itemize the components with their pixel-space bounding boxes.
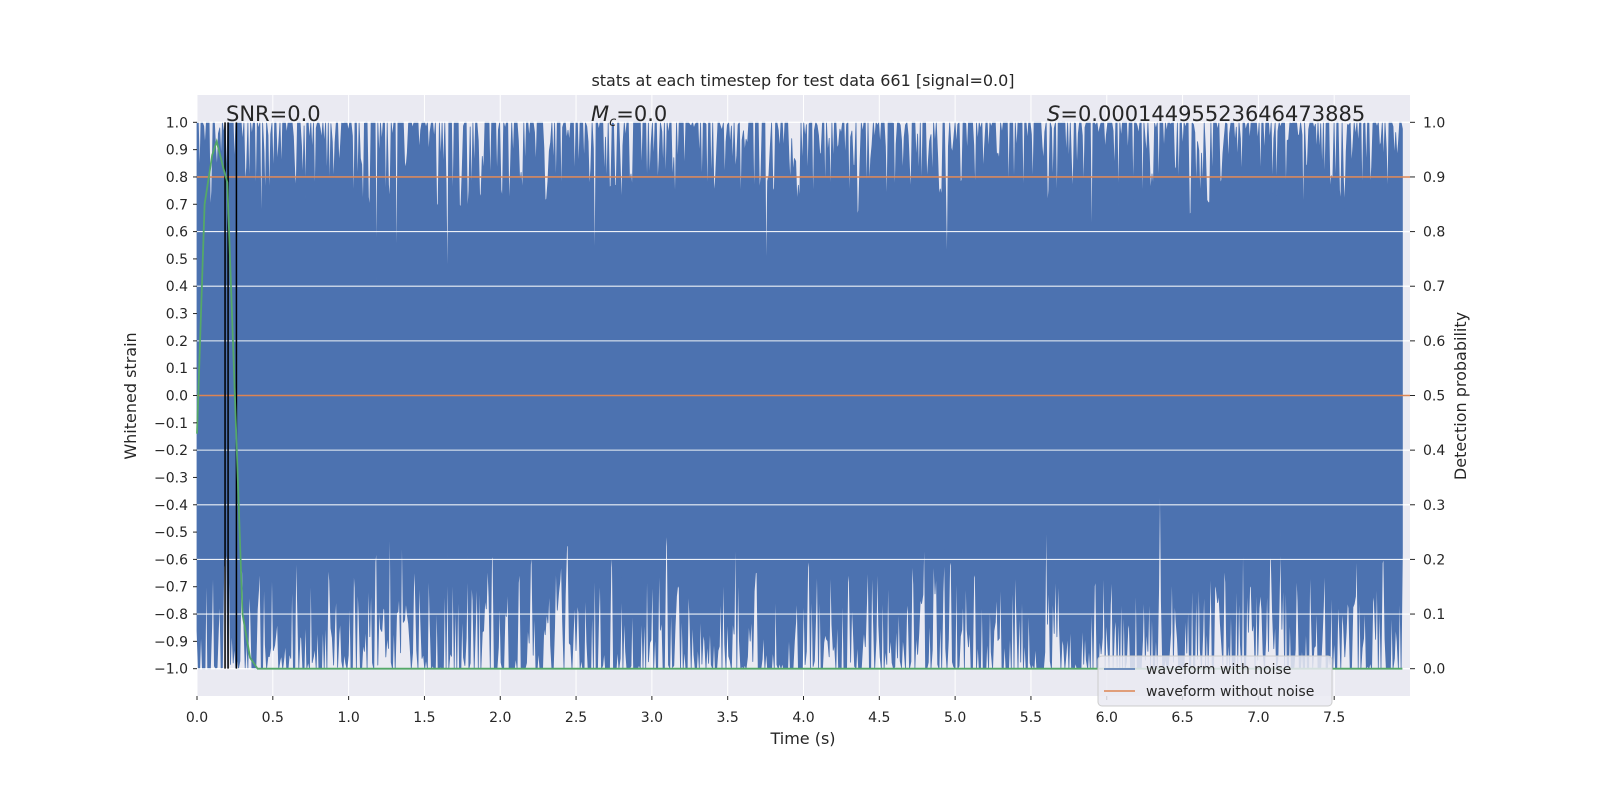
y-tick-label: −0.7 [154, 580, 188, 596]
y-tick-label: −0.2 [154, 443, 188, 459]
y-tick-label: 0.7 [166, 197, 188, 213]
y2-tick-label: 0.4 [1423, 443, 1445, 459]
legend: waveform with noise waveform without noi… [1097, 655, 1333, 707]
y-tick-label: 0.4 [166, 279, 188, 295]
y-tick-label: 0.0 [166, 389, 188, 405]
x-tick-label: 5.5 [1020, 710, 1042, 726]
tick-labels: 0.0 0.5 1.0 1.5 2.0 2.5 3.0 3.5 4.0 4.5 5.0 5.5 6.0 6… [154, 115, 1445, 726]
x-tick-label: 4.0 [792, 710, 814, 726]
x-tick-label: 0.5 [262, 710, 284, 726]
significance-symbol: S [1047, 102, 1060, 126]
x-tick-label: 3.0 [641, 710, 663, 726]
y2-tick-label: 0.0 [1423, 662, 1445, 678]
chirp-mass-annotation: Mc=0.0 [591, 102, 667, 130]
x-tick-label: 4.5 [868, 710, 890, 726]
x-tick-label: 3.5 [717, 710, 739, 726]
y2-tick-label: 1.0 [1423, 115, 1445, 131]
x-tick-label: 0.0 [186, 710, 208, 726]
series-detection-probability [196, 138, 1403, 670]
y-tick-label: 1.0 [166, 115, 188, 131]
x-axis-label: Time (s) [769, 729, 835, 748]
y-tick-label: 0.1 [166, 361, 188, 377]
y-tick-label: 0.3 [166, 307, 188, 323]
y2-axis-label: Detection probability [1451, 312, 1470, 480]
y2-tick-label: 0.6 [1423, 334, 1445, 350]
significance-value: =0.00014495523646473885 [1060, 102, 1365, 126]
chart-title: stats at each timestep for test data 661… [591, 71, 1014, 90]
x-tick-label: 7.5 [1323, 710, 1345, 726]
y2-tick-label: 0.9 [1423, 170, 1445, 186]
y2-tick-label: 0.1 [1423, 607, 1445, 623]
y-tick-label: 0.8 [166, 170, 188, 186]
x-tick-label: 6.5 [1171, 710, 1193, 726]
x-tick-label: 5.0 [944, 710, 966, 726]
significance-annotation: S=0.00014495523646473885 [1047, 102, 1365, 126]
y-tick-label: −0.6 [154, 552, 188, 568]
y-tick-label: −0.1 [154, 416, 188, 432]
x-tick-label: 7.0 [1247, 710, 1269, 726]
y-tick-label: 0.9 [166, 143, 188, 159]
y-tick-label: 0.6 [166, 225, 188, 241]
y-tick-label: −0.9 [154, 634, 188, 650]
y-tick-label: 0.2 [166, 334, 188, 350]
x-tick-label: 6.0 [1096, 710, 1118, 726]
y2-tick-label: 0.3 [1423, 498, 1445, 514]
x-tick-label: 1.0 [337, 710, 359, 726]
chirp-mass-value: =0.0 [616, 102, 667, 126]
legend-box [1097, 655, 1333, 707]
y-tick-label: −0.5 [154, 525, 188, 541]
y2-tick-label: 0.2 [1423, 552, 1445, 568]
y-tick-label: −0.8 [154, 607, 188, 623]
chirp-mass-symbol: M [591, 102, 609, 126]
y2-tick-label: 0.7 [1423, 279, 1445, 295]
y-axis-label: Whitened strain [121, 332, 140, 459]
chirp-mass-subscript: c [609, 115, 616, 130]
y2-tick-label: 0.8 [1423, 225, 1445, 241]
x-tick-label: 2.5 [565, 710, 587, 726]
y-tick-label: 0.5 [166, 252, 188, 268]
y-tick-label: −1.0 [154, 662, 188, 678]
y-tick-label: −0.4 [154, 498, 188, 514]
snr-annotation: SNR=0.0 [226, 102, 321, 126]
legend-label-clean: waveform without noise [1146, 684, 1314, 700]
x-tick-label: 2.0 [489, 710, 511, 726]
legend-label-noise: waveform with noise [1146, 662, 1291, 678]
y2-tick-label: 0.5 [1423, 389, 1445, 405]
y-tick-label: −0.3 [154, 470, 188, 486]
x-tick-label: 1.5 [413, 710, 435, 726]
series-lines [196, 122, 1410, 670]
